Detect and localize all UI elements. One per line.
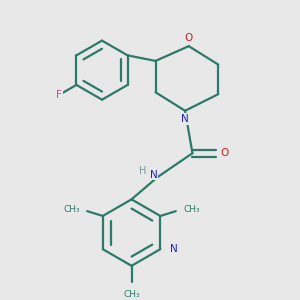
Text: F: F	[56, 90, 62, 100]
Text: H: H	[139, 166, 146, 176]
Text: N: N	[150, 169, 158, 180]
Text: O: O	[220, 148, 229, 158]
Text: N: N	[181, 114, 189, 124]
Text: N: N	[169, 244, 177, 254]
Text: O: O	[184, 33, 193, 43]
Text: CH₃: CH₃	[63, 205, 80, 214]
Text: CH₃: CH₃	[123, 290, 140, 299]
Text: CH₃: CH₃	[183, 205, 200, 214]
